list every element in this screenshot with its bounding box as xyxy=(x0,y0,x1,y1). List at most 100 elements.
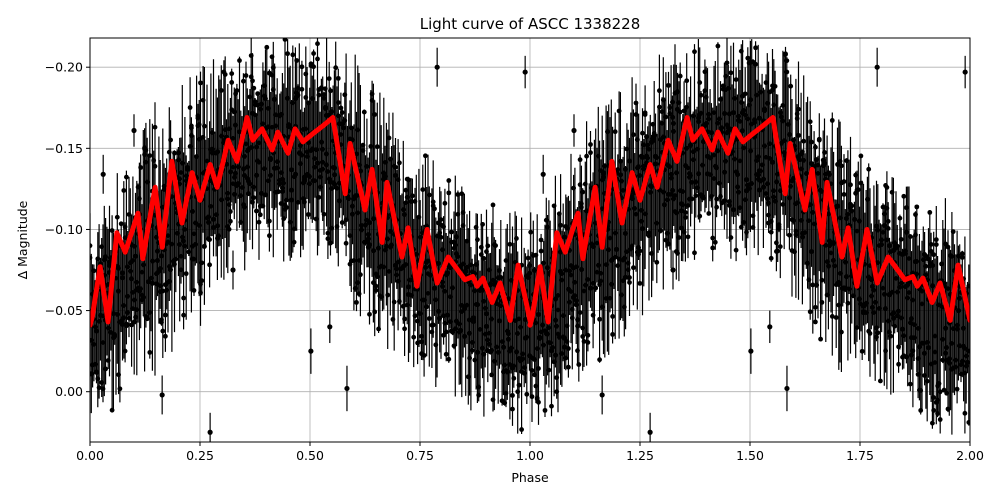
observation-point xyxy=(328,88,333,94)
observation-point xyxy=(160,288,166,294)
observation-point xyxy=(446,356,452,362)
observation-point xyxy=(839,163,844,169)
observation-point xyxy=(728,235,734,240)
observation-point xyxy=(476,392,482,398)
observation-point xyxy=(588,150,593,156)
observation-point xyxy=(676,235,682,240)
observation-point xyxy=(959,255,965,260)
observation-point xyxy=(131,127,137,134)
x-tick-label: 1.75 xyxy=(846,448,874,463)
observation-point xyxy=(443,329,449,335)
observation-point xyxy=(810,282,816,288)
observation-point xyxy=(927,209,933,215)
observation-point xyxy=(829,118,835,123)
observation-point xyxy=(373,287,379,293)
observation-point xyxy=(697,80,703,85)
observation-point xyxy=(267,218,272,224)
x-tick-label: 0.75 xyxy=(406,448,434,463)
observation-point xyxy=(469,348,475,353)
observation-point xyxy=(299,86,305,92)
observation-point xyxy=(163,333,168,339)
observation-point xyxy=(546,367,552,373)
observation-point xyxy=(571,127,577,134)
observation-point xyxy=(90,243,93,249)
observation-point xyxy=(637,248,643,254)
observation-point xyxy=(577,310,583,315)
observation-point xyxy=(449,229,454,235)
observation-point xyxy=(566,346,571,351)
observation-point xyxy=(308,348,314,354)
observation-point xyxy=(173,256,179,262)
observation-point xyxy=(91,268,97,274)
observation-point xyxy=(442,200,448,206)
observation-point xyxy=(710,235,716,241)
observation-point xyxy=(423,153,428,159)
observation-point xyxy=(327,324,333,330)
observation-point xyxy=(901,193,907,199)
observation-point xyxy=(931,395,937,400)
observation-point xyxy=(931,252,937,258)
observation-point xyxy=(858,153,864,159)
observation-point xyxy=(833,315,839,320)
observation-point xyxy=(410,193,415,199)
observation-point xyxy=(923,253,929,259)
observation-point xyxy=(724,60,730,66)
observation-point xyxy=(966,283,970,289)
observation-point xyxy=(599,392,605,398)
observation-point xyxy=(438,234,444,240)
y-tick-label: −0.05 xyxy=(45,303,83,318)
observation-point xyxy=(485,243,491,249)
observation-point xyxy=(152,163,158,169)
observation-point xyxy=(866,166,872,172)
observation-point xyxy=(822,150,827,155)
observation-point xyxy=(198,80,203,86)
observation-point xyxy=(443,351,449,357)
observation-point xyxy=(254,208,259,214)
y-tick-label: 0.00 xyxy=(55,384,83,399)
observation-point xyxy=(788,83,794,89)
observation-point xyxy=(580,189,586,195)
observation-point xyxy=(714,204,719,210)
observation-point xyxy=(326,76,332,81)
observation-point xyxy=(588,142,593,147)
observation-point xyxy=(657,104,662,110)
observation-point xyxy=(538,237,544,243)
observation-point xyxy=(849,203,855,209)
model-line xyxy=(90,115,533,328)
observation-point xyxy=(397,160,402,166)
observation-point xyxy=(426,192,432,198)
observation-point xyxy=(163,312,168,318)
observation-point xyxy=(493,243,498,249)
observation-point xyxy=(251,195,257,201)
observation-point xyxy=(187,105,193,110)
observation-point xyxy=(536,399,541,405)
observation-point xyxy=(663,114,669,120)
observation-point xyxy=(412,313,418,319)
observation-point xyxy=(335,75,341,81)
observation-point xyxy=(525,255,531,261)
observation-point xyxy=(937,417,943,422)
y-tick-label: −0.15 xyxy=(45,141,83,156)
observation-point xyxy=(768,255,774,261)
observation-point xyxy=(199,278,205,284)
observation-point xyxy=(207,262,213,268)
observation-point xyxy=(657,88,662,94)
observation-point xyxy=(250,78,255,84)
observation-point xyxy=(376,326,381,332)
observation-point xyxy=(306,212,311,217)
observation-point xyxy=(432,206,437,212)
observation-point xyxy=(698,92,704,98)
observation-point xyxy=(884,185,890,190)
observation-point xyxy=(524,391,530,397)
observation-point xyxy=(753,61,758,67)
observation-point xyxy=(685,234,691,240)
observation-point xyxy=(777,244,783,249)
observation-point xyxy=(290,52,296,58)
observation-point xyxy=(928,241,934,247)
observation-point xyxy=(692,49,697,55)
observation-point xyxy=(540,171,546,177)
observation-point xyxy=(670,267,676,273)
observation-point xyxy=(577,157,583,163)
x-tick-label: 1.00 xyxy=(516,448,544,463)
